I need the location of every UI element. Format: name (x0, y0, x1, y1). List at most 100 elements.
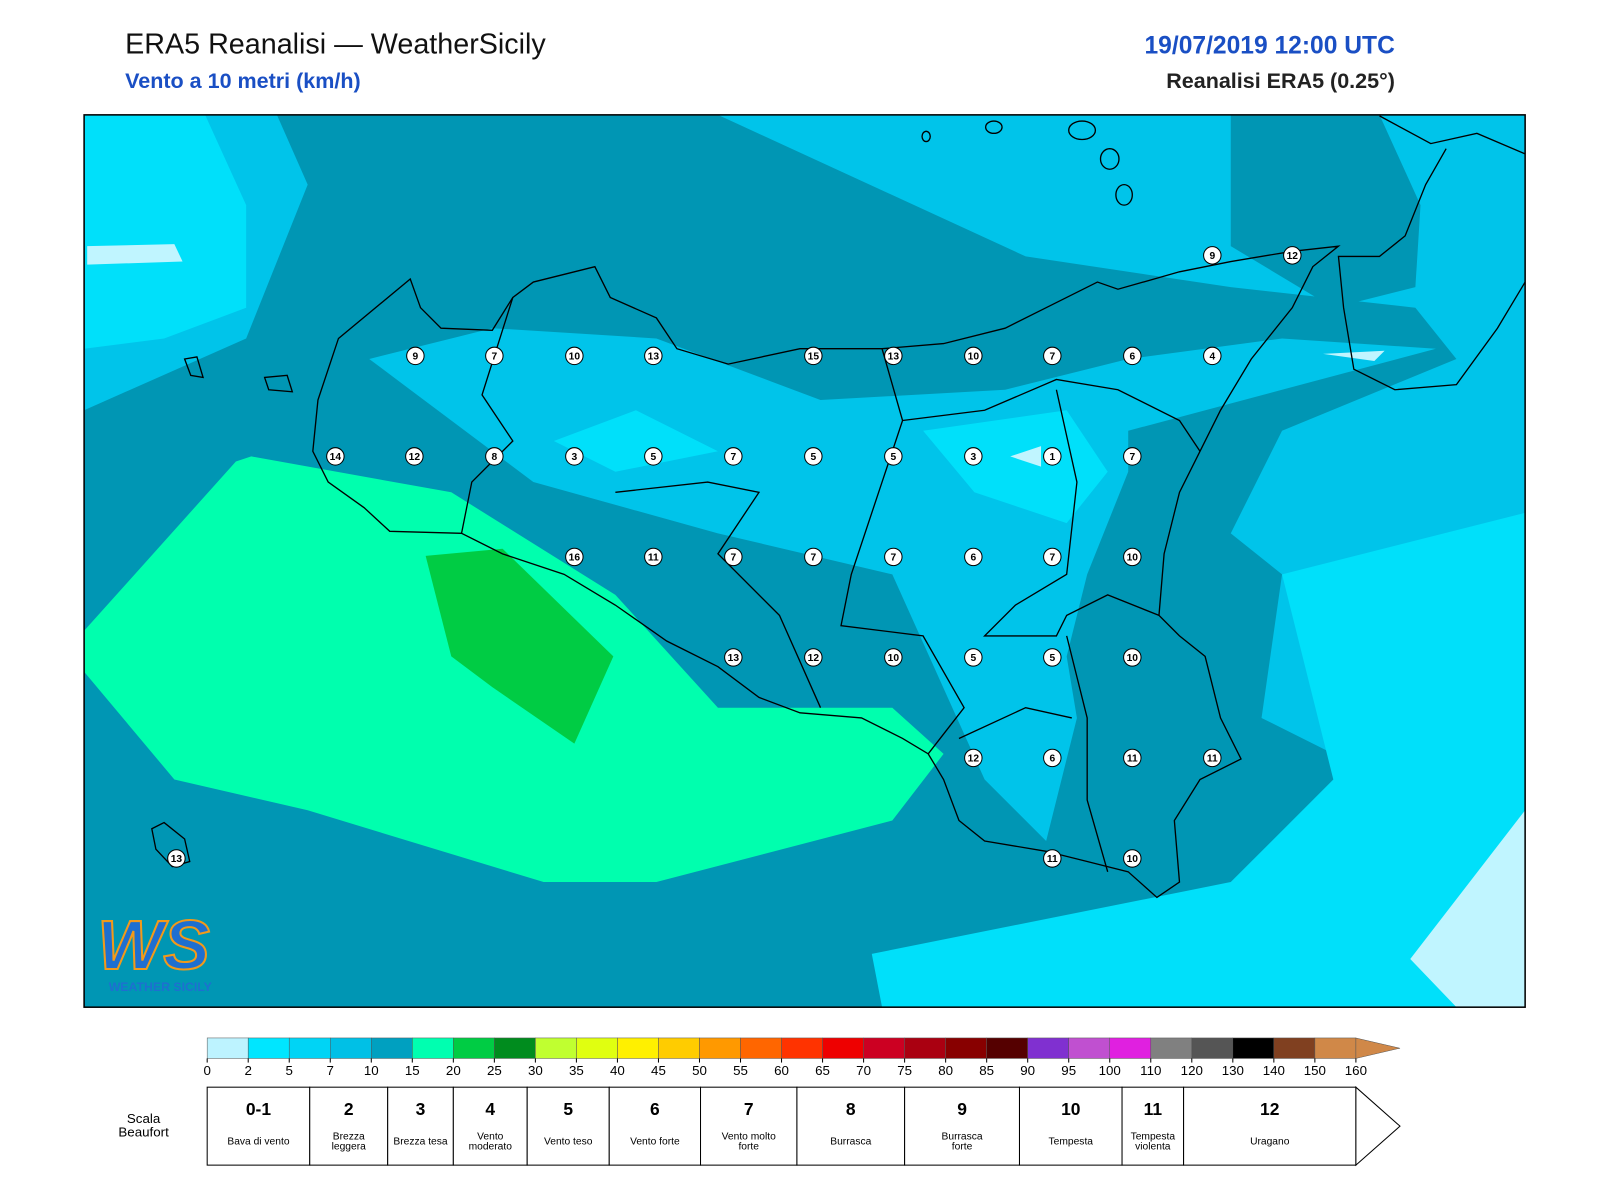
color-segment (740, 1037, 782, 1059)
beaufort-box (904, 1086, 1020, 1166)
logo: WS WEATHER SICILY (96, 905, 211, 994)
province-border (840, 348, 965, 755)
color-segment (535, 1037, 577, 1059)
island (183, 356, 205, 379)
beaufort-force: 0-1 (246, 1099, 271, 1119)
zone (1230, 114, 1421, 308)
color-segment (412, 1037, 454, 1059)
beaufort-desc-box: Brezza leggera (331, 1131, 366, 1153)
color-segment (863, 1037, 905, 1059)
island (151, 821, 191, 868)
station-marker (1203, 246, 1222, 265)
beaufort-desc-box: Tempesta violenta (1131, 1132, 1175, 1153)
station-value: 7 (1129, 452, 1135, 463)
beaufort-desc: Vento molto forte (721, 1131, 776, 1153)
station-value: 10 (968, 351, 980, 362)
beaufort-desc-box: Vento teso (544, 1137, 592, 1147)
color-arrow (1355, 1037, 1401, 1059)
beaufort-box (608, 1086, 702, 1166)
beaufort-desc: Burrasca (830, 1136, 872, 1148)
station-marker (1043, 648, 1062, 667)
station-marker (1123, 547, 1142, 567)
beaufort-force: 10 (1061, 1099, 1080, 1119)
station-marker (565, 346, 584, 366)
beaufort-desc-box: Brezza tesa (393, 1137, 447, 1147)
zone (425, 548, 614, 744)
color-tick-label: 10 (364, 1063, 379, 1078)
station-value: 4 (1209, 351, 1215, 362)
beaufort-force: 8 (846, 1099, 856, 1119)
stations: 9 12 9 7 10 13 15 13 10 7 6 4 14 12 8 3 5 7 5 5 3 1 7 16 11 7 7 7 6 7… (167, 246, 1302, 868)
color-tick-label: 40 (610, 1063, 625, 1078)
beaufort-force: 6 (650, 1099, 660, 1119)
beaufort-box (1121, 1086, 1185, 1166)
beaufort-desc: Vento moderato (468, 1131, 512, 1153)
station-marker (485, 346, 504, 366)
province-border (983, 389, 1160, 637)
beaufort-force: 9 (957, 1099, 967, 1119)
station-value: 12 (1287, 251, 1299, 262)
station-marker (964, 346, 983, 366)
color-tick-label: 120 (1181, 1063, 1203, 1078)
station-value: 10 (888, 653, 900, 664)
station-value: 5 (970, 653, 976, 664)
island (1068, 120, 1097, 141)
station-marker (1123, 648, 1142, 667)
beaufort-force: 5 (563, 1099, 573, 1119)
subtitle: Vento a 10 metri (km/h) (125, 69, 361, 93)
source: Reanalisi ERA5 (0.25°) (1166, 69, 1395, 93)
color-tick-label: 45 (651, 1063, 666, 1078)
station-marker (804, 648, 823, 667)
color-segment (206, 1037, 249, 1059)
station-marker (724, 547, 743, 567)
color-tick-label: 7 (327, 1063, 334, 1078)
color-segment (1314, 1037, 1357, 1059)
color-tick-label: 15 (405, 1063, 420, 1078)
station-marker (644, 547, 663, 567)
color-tick-label: 65 (815, 1063, 830, 1078)
color-tick-label: 2 (244, 1063, 251, 1078)
color-tick-label: 100 (1099, 1063, 1121, 1078)
station-value: 7 (492, 351, 498, 362)
station-value: 10 (569, 351, 581, 362)
beaufort-desc-box: Vento molto forte (721, 1131, 776, 1153)
station-marker (884, 547, 903, 567)
beaufort-label: Scala Beaufort (118, 1110, 169, 1140)
beaufort-desc: Burrasca forte (941, 1131, 983, 1153)
beaufort-arrow (1355, 1086, 1401, 1167)
station-value: 13 (648, 351, 660, 362)
station-marker (406, 346, 425, 366)
color-segment (1232, 1037, 1275, 1059)
station-marker (804, 547, 823, 567)
beaufort-force: 3 (416, 1099, 426, 1119)
map-frame (83, 114, 1526, 1008)
zone (84, 114, 247, 349)
station-value: 5 (1049, 653, 1055, 664)
beaufort-box (699, 1086, 798, 1166)
station-marker (724, 648, 743, 667)
station-marker (405, 447, 424, 466)
station-marker (326, 447, 345, 466)
station-marker (1123, 849, 1142, 868)
beaufort-desc-box: Uragano (1250, 1137, 1289, 1147)
color-segment (1068, 1037, 1110, 1059)
beaufort-desc-box: Burrasca (830, 1136, 872, 1148)
beaufort-desc-box: Burrasca forte (941, 1131, 983, 1153)
province-border (615, 481, 822, 708)
color-tick-label: 80 (938, 1063, 953, 1078)
island (921, 130, 931, 143)
beaufort-force: 4 (485, 1099, 495, 1119)
station-marker (1203, 346, 1222, 366)
island (1115, 183, 1133, 206)
station-value: 12 (968, 754, 980, 765)
beaufort-box (1183, 1086, 1357, 1166)
color-segment (329, 1037, 372, 1059)
color-tick-label: 140 (1263, 1063, 1285, 1078)
beaufort-desc: Brezza leggera (331, 1131, 366, 1153)
station-marker (644, 447, 663, 466)
province-border (902, 378, 1201, 452)
map: 9 12 9 7 10 13 15 13 10 7 6 4 14 12 8 3 5 7 5 5 3 1 7 16 11 7 7 7 6 7… (84, 114, 1526, 1008)
station-value: 12 (409, 452, 421, 463)
beaufort-box (1018, 1086, 1123, 1166)
color-tick-label: 30 (528, 1063, 543, 1078)
